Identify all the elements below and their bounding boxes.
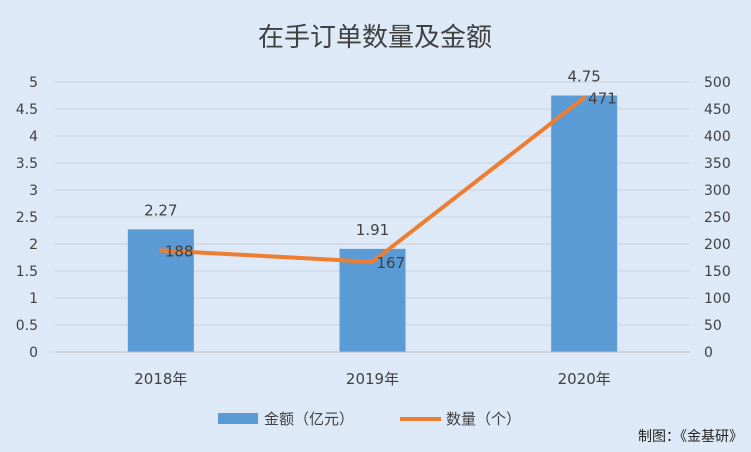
y-left-tick-label: 2.5 — [16, 210, 38, 226]
y-right-tick-label: 50 — [704, 318, 722, 334]
y-right-tick-label: 200 — [704, 237, 731, 253]
x-tick-label: 2020年 — [558, 370, 611, 388]
y-right-tick-label: 400 — [704, 129, 731, 145]
y-right-tick-label: 350 — [704, 156, 731, 172]
y-left-tick-label: 4 — [29, 129, 38, 145]
line-point — [370, 259, 375, 264]
y-left-tick-label: 5 — [29, 75, 38, 91]
legend-label: 金额（亿元） — [264, 410, 354, 428]
bar-data-label: 2.27 — [144, 201, 177, 219]
legend-swatch-bar — [218, 413, 258, 424]
chart-title: 在手订单数量及金额 — [258, 23, 492, 53]
y-right-tick-label: 100 — [704, 291, 731, 307]
y-right-tick-label: 250 — [704, 210, 731, 226]
legend-label: 数量（个） — [446, 410, 521, 428]
x-axis: 2018年 2019年 2020年 — [55, 351, 690, 388]
y-left-tick-label: 1 — [29, 291, 38, 307]
y-left-tick-label: 0 — [29, 345, 38, 361]
bar-data-label: 4.75 — [567, 68, 600, 86]
y-right-tick-label: 300 — [704, 183, 731, 199]
credit-text: 制图：《金基研》 — [638, 429, 743, 445]
bar-series: 2.27 1.91 4.75 — [127, 68, 618, 352]
line-point — [582, 95, 587, 100]
y-axis-right: 0 50 100 150 200 250 300 350 400 450 500 — [704, 75, 731, 361]
y-right-tick-label: 450 — [704, 102, 731, 118]
y-left-tick-label: 0.5 — [16, 318, 38, 334]
legend: 金额（亿元） 数量（个） — [218, 410, 521, 428]
line-data-label: 471 — [588, 90, 617, 108]
y-left-tick-label: 4.5 — [16, 102, 38, 118]
y-left-tick-label: 2 — [29, 237, 38, 253]
y-right-tick-label: 0 — [704, 345, 713, 361]
y-left-tick-label: 3 — [29, 183, 38, 199]
line-series: 188 167 471 — [158, 90, 617, 272]
line-point — [158, 248, 163, 253]
y-left-tick-label: 3.5 — [16, 156, 38, 172]
y-axis-left: 0 0.5 1 1.5 2 2.5 3 3.5 4 4.5 5 — [16, 75, 38, 361]
line-data-label: 167 — [377, 254, 406, 272]
x-tick-label: 2018年 — [134, 370, 187, 388]
bar — [339, 248, 406, 352]
line-data-label: 188 — [165, 242, 194, 260]
bar — [551, 95, 618, 352]
y-right-tick-label: 150 — [704, 264, 731, 280]
y-right-tick-label: 500 — [704, 75, 731, 91]
y-left-tick-label: 1.5 — [16, 264, 38, 280]
x-tick-label: 2019年 — [346, 370, 399, 388]
bar-data-label: 1.91 — [356, 221, 389, 239]
